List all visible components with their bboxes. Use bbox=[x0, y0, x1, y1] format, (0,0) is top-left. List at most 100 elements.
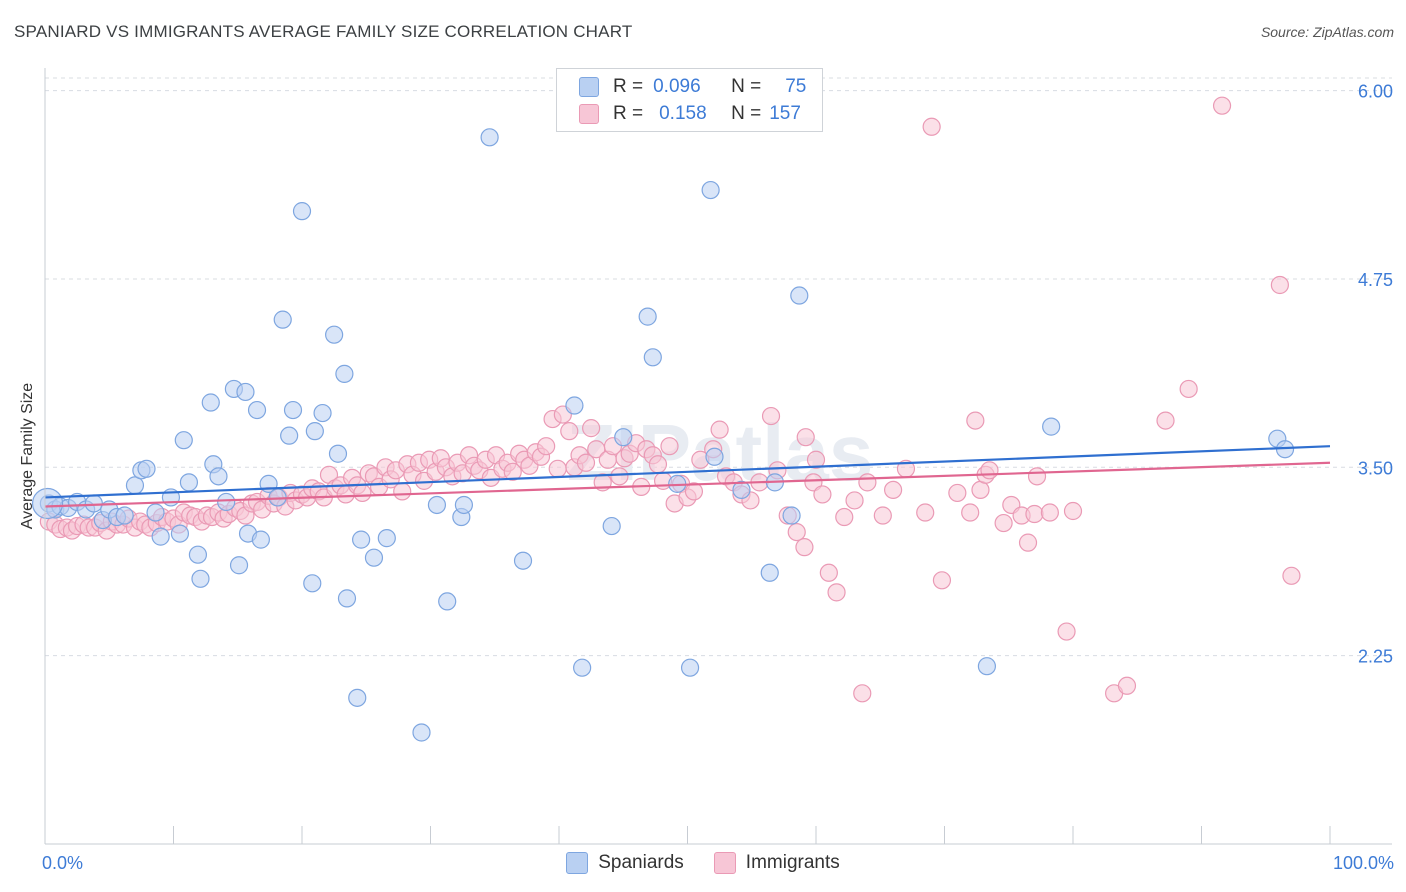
spaniards-point bbox=[229, 556, 249, 575]
spaniards-point bbox=[179, 473, 199, 492]
immigrants-point bbox=[966, 411, 985, 430]
stats-row-immigrants: R = 0.158 N = 157 bbox=[579, 100, 801, 128]
spaniards-point bbox=[280, 426, 299, 445]
spaniards-point bbox=[146, 503, 165, 522]
r-label: R = bbox=[613, 103, 644, 124]
spaniards-trend-line bbox=[44, 445, 1331, 499]
source-label: Source: ZipAtlas.com bbox=[1260, 24, 1394, 40]
spaniards-point bbox=[352, 530, 371, 549]
spaniards-point bbox=[217, 492, 236, 512]
immigrants-point bbox=[1057, 622, 1076, 641]
spaniards-swatch bbox=[579, 77, 599, 97]
spaniards-point bbox=[337, 589, 357, 608]
spaniards-point bbox=[125, 476, 145, 495]
spaniards-point bbox=[247, 400, 267, 420]
immigrants-point bbox=[1027, 467, 1047, 486]
spaniards-point bbox=[438, 592, 457, 611]
immigrants-swatch bbox=[579, 104, 599, 124]
spaniards-point bbox=[115, 506, 134, 525]
spaniards-point bbox=[305, 422, 324, 441]
spaniards-point bbox=[303, 574, 322, 593]
spaniards-point bbox=[760, 563, 779, 582]
immigrants-point bbox=[922, 117, 941, 136]
immigrants-point bbox=[813, 485, 832, 504]
immigrants-point bbox=[858, 473, 877, 492]
spaniards-point bbox=[377, 529, 396, 548]
immigrants-point bbox=[1156, 411, 1175, 430]
spaniards-point bbox=[283, 400, 303, 420]
immigrants-point bbox=[393, 482, 412, 501]
spaniards-point bbox=[201, 393, 220, 412]
immigrants-point bbox=[796, 428, 815, 447]
spaniards-point bbox=[638, 307, 657, 326]
spaniards-point bbox=[328, 444, 348, 463]
immigrants-point bbox=[948, 483, 967, 503]
spaniards-point-cluster bbox=[31, 487, 64, 520]
y-tick-label: 3.50 bbox=[1358, 458, 1393, 478]
legend-item-spaniards[interactable]: Spaniards bbox=[566, 852, 684, 874]
spaniards-point bbox=[643, 348, 662, 367]
immigrants-point bbox=[961, 503, 980, 522]
r-value: 0.158 bbox=[659, 103, 707, 124]
immigrants-point bbox=[1063, 501, 1083, 521]
spaniards-point bbox=[151, 527, 170, 546]
spaniards-point bbox=[292, 202, 312, 221]
spaniards-point bbox=[325, 325, 344, 344]
legend-label-spaniards: Spaniards bbox=[598, 852, 684, 873]
immigrants-point bbox=[648, 455, 668, 474]
spaniards-point bbox=[573, 658, 592, 677]
r-label: R = bbox=[613, 76, 644, 97]
immigrants-point bbox=[1282, 566, 1301, 585]
immigrants-point bbox=[353, 483, 372, 503]
spaniards-point bbox=[313, 403, 332, 423]
immigrants-points bbox=[39, 96, 1301, 703]
spaniards-point bbox=[170, 524, 190, 543]
spaniards-point bbox=[188, 545, 208, 564]
spaniards-point bbox=[174, 431, 193, 450]
immigrants-point bbox=[971, 480, 990, 500]
immigrants-point bbox=[804, 473, 823, 492]
spaniards-point bbox=[236, 382, 255, 402]
spaniards-point bbox=[1042, 417, 1061, 436]
immigrants-point bbox=[806, 450, 826, 469]
n-value: 75 bbox=[785, 76, 807, 97]
spaniards-point bbox=[680, 658, 700, 677]
immigrants-point bbox=[684, 482, 704, 501]
legend-item-immigrants[interactable]: Immigrants bbox=[713, 852, 840, 874]
immigrants-point bbox=[1117, 676, 1137, 695]
chart-title: SPANIARD VS IMMIGRANTS AVERAGE FAMILY SI… bbox=[14, 22, 633, 41]
y-tick-label: 4.75 bbox=[1358, 270, 1393, 290]
n-label: N = bbox=[731, 103, 762, 124]
y-tick-label: 2.25 bbox=[1358, 647, 1393, 667]
immigrants-point bbox=[994, 513, 1013, 533]
immigrants-point bbox=[1179, 379, 1198, 399]
spaniards-point bbox=[209, 467, 228, 486]
spaniards-point bbox=[977, 657, 997, 676]
n-value: 157 bbox=[769, 103, 801, 124]
spaniards-point bbox=[705, 447, 724, 466]
immigrants-point bbox=[853, 684, 872, 703]
axes: 2.25 3.50 4.75 6.00 bbox=[44, 68, 1393, 845]
stats-row-spaniards: R = 0.096 N = 75 bbox=[579, 73, 806, 101]
immigrants-point bbox=[1018, 533, 1038, 552]
immigrants-point bbox=[1040, 503, 1059, 522]
x-tick-label-min: 0.0% bbox=[42, 853, 84, 873]
spaniards-point bbox=[480, 128, 499, 147]
spaniards-point bbox=[364, 548, 384, 567]
immigrants-point bbox=[827, 583, 846, 602]
immigrants-point bbox=[795, 538, 814, 557]
immigrants-point bbox=[582, 419, 601, 438]
spaniards-point bbox=[614, 428, 633, 447]
immigrants-point bbox=[819, 563, 838, 582]
immigrants-point bbox=[710, 420, 729, 439]
immigrants-point bbox=[537, 437, 556, 456]
immigrants-point bbox=[980, 461, 999, 480]
immigrants-point bbox=[503, 462, 522, 481]
immigrants-point bbox=[761, 406, 781, 426]
spaniards-point bbox=[412, 723, 431, 742]
spaniards-point bbox=[335, 364, 354, 383]
immigrants-point bbox=[1270, 275, 1289, 295]
series-legend: Spaniards Immigrants bbox=[0, 852, 1406, 874]
legend-label-immigrants: Immigrants bbox=[745, 852, 840, 873]
